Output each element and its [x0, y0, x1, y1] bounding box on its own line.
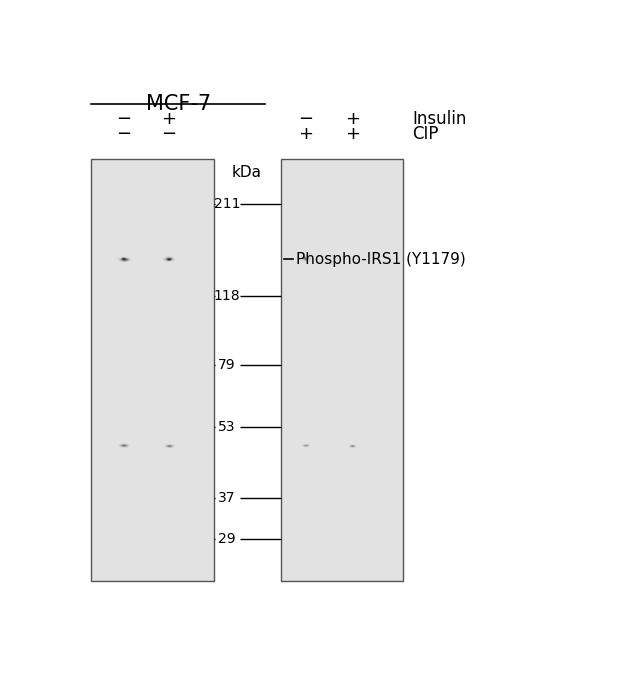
Text: −: −	[299, 110, 314, 128]
Text: 211: 211	[214, 197, 241, 210]
Text: −: −	[161, 124, 177, 143]
Text: kDa: kDa	[231, 165, 262, 180]
Text: +: +	[345, 110, 360, 128]
Text: 37: 37	[218, 491, 236, 505]
Text: +: +	[299, 124, 314, 143]
Text: Insulin: Insulin	[412, 110, 467, 128]
Bar	[92, 159, 214, 581]
Text: MCF-7: MCF-7	[146, 94, 211, 114]
Text: −: −	[117, 124, 131, 143]
Text: +: +	[345, 124, 360, 143]
Text: 53: 53	[218, 420, 236, 434]
Text: Phospho-IRS1 (Y1179): Phospho-IRS1 (Y1179)	[296, 251, 466, 266]
Text: CIP: CIP	[412, 124, 439, 143]
Text: 79: 79	[218, 359, 236, 372]
Text: +: +	[161, 110, 177, 128]
Bar	[280, 159, 403, 581]
Text: 29: 29	[218, 532, 236, 546]
Text: 118: 118	[214, 289, 241, 303]
Text: −: −	[117, 110, 131, 128]
